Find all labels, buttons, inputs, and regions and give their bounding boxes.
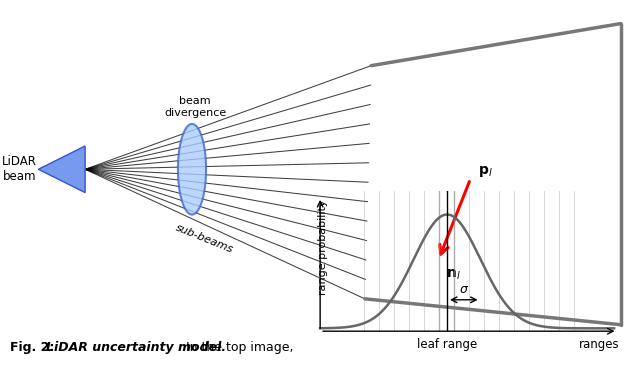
Text: range probability: range probability (319, 200, 328, 296)
Text: leaf range: leaf range (417, 338, 477, 351)
Text: LiDAR
beam: LiDAR beam (2, 155, 36, 183)
Text: beam
divergence: beam divergence (164, 96, 227, 118)
Text: $\mathbf{n}_{l}$: $\mathbf{n}_{l}$ (446, 268, 461, 282)
Text: $\sigma$: $\sigma$ (459, 283, 469, 296)
Text: sub-beams: sub-beams (175, 223, 235, 255)
Text: LiDAR uncertainty model.: LiDAR uncertainty model. (46, 341, 226, 354)
Text: Fig. 2:: Fig. 2: (10, 341, 58, 354)
Text: In the top image,: In the top image, (182, 341, 294, 354)
Polygon shape (38, 146, 85, 192)
Text: $\mathbf{p}_{l}$: $\mathbf{p}_{l}$ (478, 164, 493, 179)
Text: ranges: ranges (579, 338, 619, 351)
Polygon shape (178, 124, 206, 215)
